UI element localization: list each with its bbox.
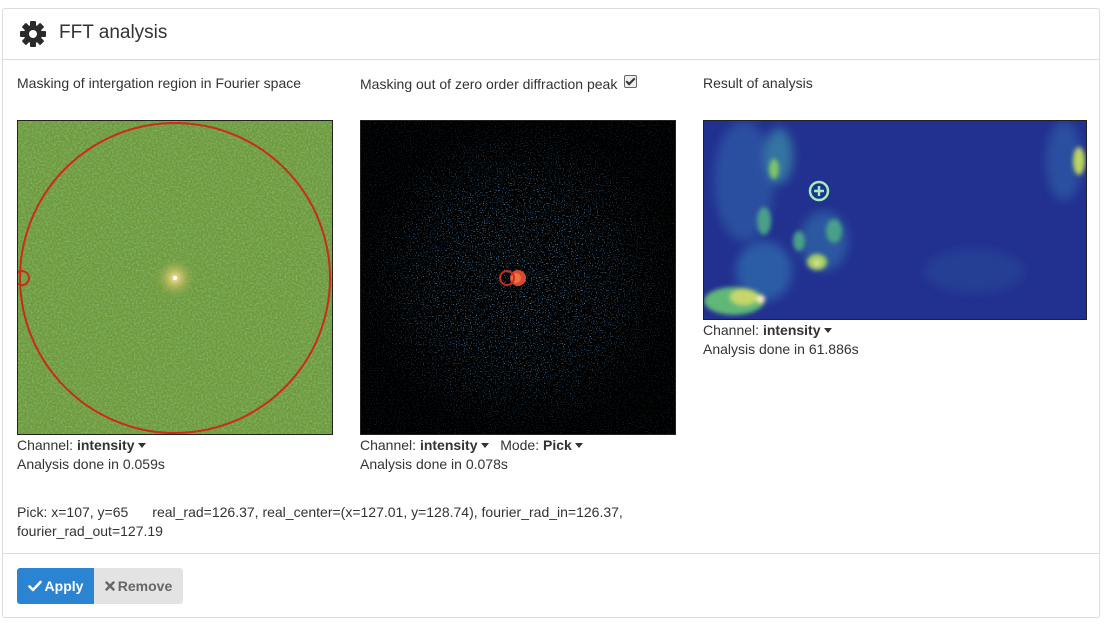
apply-button[interactable]: Apply	[17, 568, 94, 604]
panel-footer	[3, 553, 1099, 554]
pick-marker-icon	[808, 180, 830, 202]
outer-mask-ring	[19, 122, 331, 434]
remove-button[interactable]: Remove	[94, 568, 183, 604]
pick-coordinates: Pick: x=107, y=65	[17, 504, 129, 520]
right-status: Analysis done in 61.886s	[703, 341, 859, 357]
gear-icon	[20, 21, 46, 47]
pick-info: Pick: x=107, y=65 real_rad=126.37, real_c…	[17, 503, 657, 541]
fourier-mask-image[interactable]	[17, 120, 333, 435]
result-label: Result of analysis	[703, 75, 813, 91]
zero-order-handle	[499, 270, 515, 286]
chevron-down-icon	[480, 443, 489, 448]
check-icon	[27, 580, 42, 592]
left-status: Analysis done in 0.059s	[17, 456, 165, 472]
chevron-down-icon	[137, 443, 146, 448]
close-icon	[105, 581, 115, 591]
right-channel-dropdown[interactable]: intensity	[763, 322, 832, 338]
middle-status: Analysis done in 0.078s	[360, 456, 508, 472]
pick-details: real_rad=126.37, real_center=(x=127.01, …	[17, 504, 623, 539]
middle-controls: Channel: intensity Mode: Pick	[360, 437, 583, 453]
panel-header: FFT analysis	[3, 9, 1099, 60]
panel-title: FFT analysis	[59, 22, 168, 43]
middle-channel-dropdown[interactable]: intensity	[420, 437, 489, 453]
left-channel-dropdown[interactable]: intensity	[77, 437, 146, 453]
chevron-down-icon	[574, 443, 583, 448]
zero-order-mask-image[interactable]	[360, 120, 676, 435]
zero-order-mask-label: Masking out of zero order diffraction pe…	[360, 75, 638, 92]
fft-analysis-panel: FFT analysis Masking of intergation regi…	[2, 8, 1100, 618]
right-channel-selector[interactable]: Channel: intensity	[703, 322, 832, 338]
inner-mask-handle	[18, 270, 30, 286]
result-image[interactable]	[703, 120, 1087, 320]
left-channel-selector[interactable]: Channel: intensity	[17, 437, 146, 453]
zero-order-mask-checkbox[interactable]	[624, 75, 638, 88]
chevron-down-icon	[823, 328, 832, 333]
mode-dropdown[interactable]: Pick	[543, 437, 583, 453]
fourier-mask-label: Masking of intergation region in Fourier…	[17, 75, 302, 91]
